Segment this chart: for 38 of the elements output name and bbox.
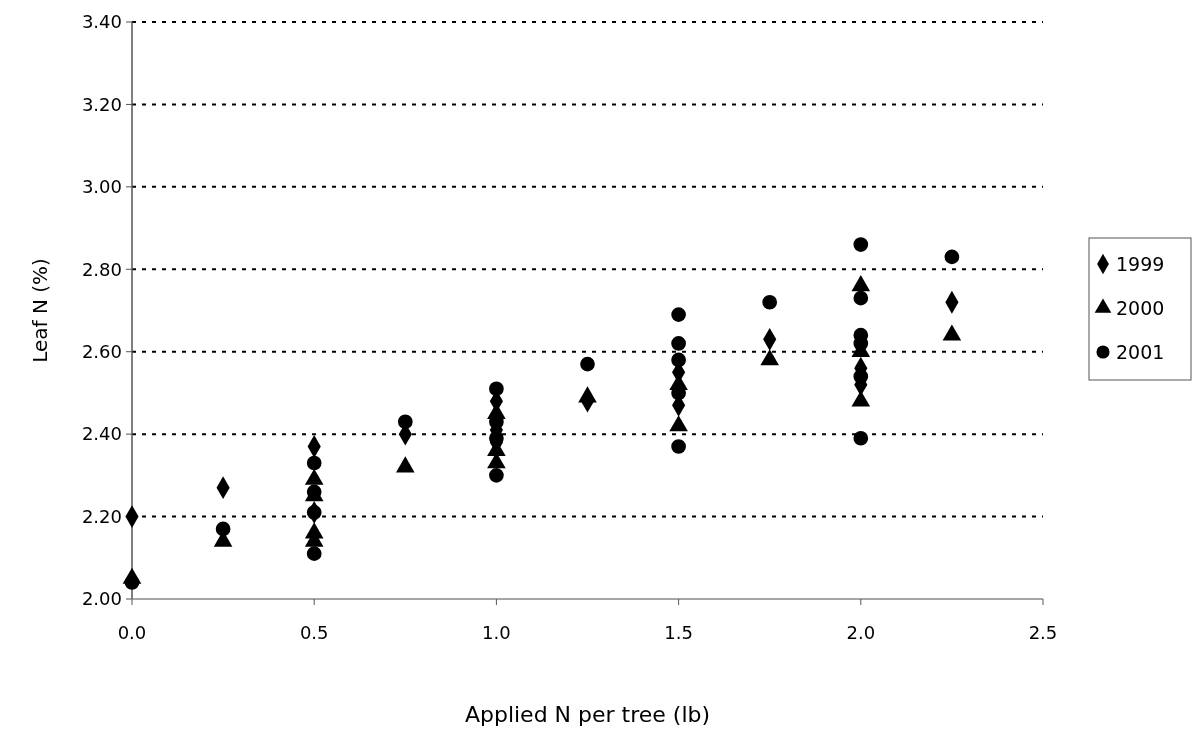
x-tick-label: 0.5: [299, 622, 329, 643]
y-tick-label: 2.80: [81, 258, 122, 280]
point: [580, 356, 595, 372]
y-tick-label: 3.20: [81, 93, 122, 115]
point: [762, 294, 778, 310]
y-axis-title: Leaf N (%): [28, 258, 52, 363]
y-tick-label: 3.00: [81, 176, 122, 198]
x-tick-label: 0.0: [117, 622, 147, 643]
point: [489, 381, 504, 397]
x-axis-title: Applied N per tree (lb): [464, 702, 711, 727]
y-tick-label: 2.20: [81, 505, 122, 527]
y-tick-label: 2.60: [81, 341, 122, 363]
point: [671, 307, 686, 322]
point: [671, 439, 686, 454]
point: [671, 352, 686, 368]
legend-label: 2000: [1116, 296, 1165, 319]
point: [306, 546, 322, 562]
point: [853, 369, 869, 384]
point: [853, 430, 869, 446]
x-tick-label: 1.0: [482, 622, 511, 643]
point: [306, 505, 322, 520]
x-tick-label: 2.5: [1028, 622, 1058, 643]
legend-label: 2001: [1116, 340, 1165, 363]
point: [853, 237, 869, 252]
legend-label: 1999: [1116, 252, 1165, 275]
point: [124, 575, 140, 590]
point: [671, 336, 686, 351]
point: [853, 290, 869, 306]
point: [944, 249, 960, 265]
y-tick-label: 2.40: [81, 423, 122, 445]
point: [215, 521, 231, 537]
y-tick-label: 3.40: [81, 11, 122, 33]
point: [397, 414, 413, 430]
x-tick-label: 2.0: [846, 622, 876, 643]
y-tick-label: 2.00: [81, 588, 122, 610]
point: [489, 468, 504, 483]
x-tick-label: 1.5: [664, 622, 693, 643]
point: [306, 455, 322, 471]
